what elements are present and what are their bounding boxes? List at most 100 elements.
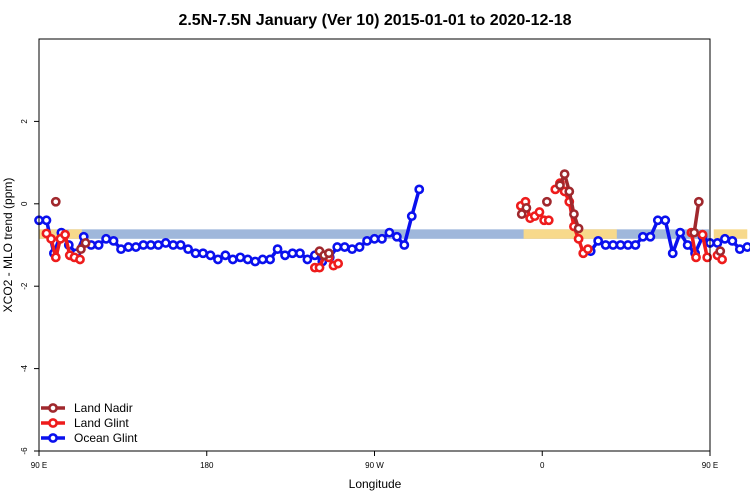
- data-point: [573, 233, 584, 244]
- data-point: [391, 231, 402, 242]
- legend-marker: [48, 403, 58, 413]
- data-point: [630, 240, 641, 250]
- y-tick-label: -2: [20, 282, 29, 290]
- data-point: [76, 244, 86, 255]
- data-point: [213, 254, 223, 265]
- series-line: [692, 201, 701, 233]
- data-point: [205, 250, 216, 261]
- data-point: [712, 238, 723, 248]
- data-point: [287, 248, 298, 259]
- x-tick-label: 90 W: [365, 461, 384, 470]
- data-point: [742, 242, 750, 252]
- data-point: [691, 252, 701, 263]
- x-axis: 90 E 180 90 W 0 90 E: [31, 451, 718, 470]
- data-point: [652, 215, 663, 226]
- x-tick-label: 180: [200, 461, 214, 470]
- data-point: [384, 227, 395, 238]
- data-point: [593, 235, 604, 246]
- x-tick-label: 0: [540, 461, 545, 470]
- data-point: [153, 240, 164, 250]
- data-point: [354, 242, 365, 252]
- data-point: [265, 254, 276, 265]
- data-point: [145, 240, 156, 250]
- y-axis-label: XCO2 - MLO trend (ppm): [1, 178, 15, 313]
- y-tick-label: -4: [20, 364, 29, 372]
- data-point: [675, 227, 686, 238]
- data-point: [295, 248, 305, 259]
- data-point: [41, 215, 52, 226]
- data-point: [60, 229, 70, 240]
- data-point: [116, 244, 126, 255]
- y-tick-label: 2: [20, 119, 29, 124]
- data-point: [108, 235, 119, 246]
- data-point: [347, 244, 358, 255]
- data-point: [138, 240, 149, 250]
- x-tick-label: 90 E: [702, 461, 718, 470]
- data-point: [339, 242, 350, 252]
- data-point: [645, 231, 656, 242]
- data-point: [332, 242, 343, 252]
- data-point: [183, 244, 194, 255]
- data-point: [638, 231, 648, 242]
- data-point: [689, 227, 700, 238]
- data-point: [534, 207, 545, 217]
- data-point: [227, 254, 238, 265]
- data-point: [131, 242, 141, 252]
- data-point: [362, 235, 372, 246]
- series-land-glint: [41, 178, 728, 273]
- data-point: [123, 242, 134, 252]
- land-band-segment: [68, 229, 82, 239]
- data-point: [323, 248, 334, 259]
- data-point: [50, 196, 61, 207]
- data-point: [198, 248, 208, 259]
- data-point: [623, 240, 633, 250]
- data-point: [50, 252, 61, 263]
- series-layer: [34, 169, 750, 273]
- y-tick-label: 0: [20, 201, 29, 206]
- data-point: [93, 240, 104, 250]
- data-point: [720, 233, 730, 244]
- data-point: [101, 233, 111, 244]
- land-band-segment: [713, 229, 748, 239]
- legend-marker: [48, 433, 58, 443]
- data-point: [542, 196, 552, 207]
- data-point: [175, 240, 186, 250]
- data-point: [257, 254, 268, 265]
- legend-label: Land Glint: [74, 416, 129, 430]
- chart-title: 2.5N-7.5N January (Ver 10) 2015-01-01 to…: [178, 12, 571, 29]
- data-point: [314, 262, 325, 273]
- data-point: [242, 254, 253, 265]
- data-point: [250, 256, 261, 267]
- data-point: [414, 184, 425, 195]
- data-point: [702, 252, 713, 263]
- data-point: [406, 211, 417, 222]
- data-point: [543, 215, 554, 226]
- data-point: [399, 240, 410, 250]
- data-point: [235, 252, 246, 263]
- data-point: [600, 240, 611, 250]
- data-point: [573, 223, 584, 234]
- data-point: [564, 186, 575, 197]
- data-point: [583, 244, 593, 255]
- series-ocean-glint: [34, 184, 750, 267]
- data-point: [377, 233, 387, 244]
- legend-label: Land Nadir: [74, 401, 133, 415]
- data-point: [667, 248, 678, 259]
- data-point: [715, 246, 726, 257]
- data-point: [302, 254, 313, 265]
- data-point: [190, 248, 201, 259]
- data-point: [569, 209, 579, 219]
- data-point: [521, 203, 532, 213]
- data-point: [734, 244, 745, 255]
- data-point: [220, 250, 231, 261]
- data-point: [333, 258, 344, 269]
- data-point: [660, 215, 671, 226]
- land-band-segment: [523, 229, 617, 239]
- x-tick-label: 90 E: [31, 461, 47, 470]
- data-point: [682, 240, 693, 250]
- data-point: [727, 235, 738, 246]
- legend-label: Ocean Glint: [74, 431, 138, 445]
- series-land-nadir: [50, 169, 726, 261]
- data-point: [516, 209, 527, 219]
